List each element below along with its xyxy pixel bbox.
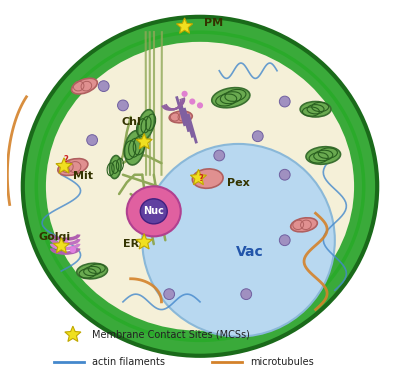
Ellipse shape	[77, 263, 108, 279]
Circle shape	[197, 102, 203, 109]
Polygon shape	[190, 169, 206, 185]
Circle shape	[87, 135, 98, 146]
Ellipse shape	[169, 111, 192, 123]
Text: Vac: Vac	[236, 245, 264, 259]
Text: ?: ?	[198, 173, 203, 182]
Circle shape	[189, 99, 195, 105]
Circle shape	[279, 96, 290, 107]
Circle shape	[241, 289, 252, 300]
Ellipse shape	[140, 199, 167, 224]
Ellipse shape	[212, 88, 250, 108]
Circle shape	[252, 131, 263, 142]
Text: Nuc: Nuc	[143, 206, 164, 217]
Text: Pex: Pex	[227, 178, 250, 188]
Circle shape	[164, 289, 174, 300]
Text: microtubules: microtubules	[250, 357, 314, 367]
Text: ?: ?	[63, 156, 68, 165]
Polygon shape	[136, 234, 152, 249]
Ellipse shape	[72, 78, 97, 94]
Text: actin filaments: actin filaments	[92, 357, 165, 367]
Ellipse shape	[46, 42, 354, 331]
Polygon shape	[65, 326, 81, 341]
Ellipse shape	[23, 17, 377, 356]
Ellipse shape	[58, 159, 88, 175]
Ellipse shape	[192, 169, 223, 188]
Circle shape	[98, 81, 109, 92]
Ellipse shape	[300, 102, 331, 117]
Circle shape	[70, 247, 76, 253]
Circle shape	[214, 150, 225, 161]
Ellipse shape	[142, 144, 335, 336]
Text: ER: ER	[122, 239, 139, 249]
Circle shape	[279, 169, 290, 180]
Ellipse shape	[124, 131, 144, 165]
Polygon shape	[56, 158, 72, 173]
Ellipse shape	[110, 156, 121, 178]
Circle shape	[118, 100, 128, 111]
Polygon shape	[176, 18, 193, 33]
Ellipse shape	[138, 110, 154, 140]
Circle shape	[54, 243, 60, 249]
Circle shape	[279, 235, 290, 246]
Ellipse shape	[306, 147, 340, 164]
Circle shape	[182, 91, 188, 97]
Ellipse shape	[127, 186, 181, 236]
Polygon shape	[53, 237, 69, 253]
Circle shape	[62, 239, 68, 245]
Text: Mit: Mit	[73, 171, 93, 180]
Text: Chl: Chl	[121, 117, 141, 126]
Text: Membrane Contact Sites (MCSs): Membrane Contact Sites (MCSs)	[92, 330, 250, 340]
Text: Golgi: Golgi	[38, 232, 70, 242]
Ellipse shape	[291, 218, 317, 232]
Polygon shape	[136, 133, 152, 149]
Text: PM: PM	[204, 18, 223, 28]
